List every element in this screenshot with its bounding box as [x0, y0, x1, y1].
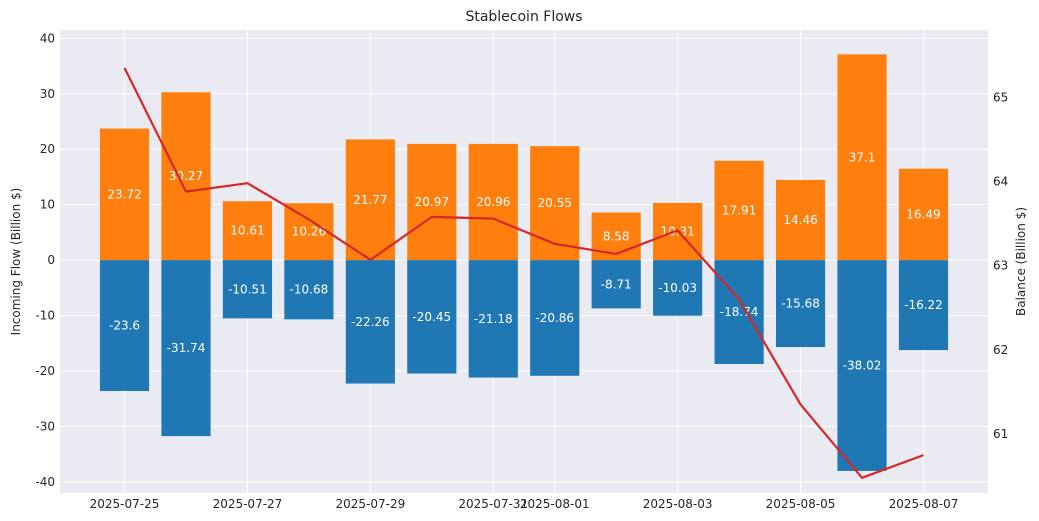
- x-tick-label: 2025-07-27: [213, 497, 283, 511]
- y2-axis-label: Balance (Billion $): [1014, 207, 1028, 316]
- inflow-bar: [837, 54, 887, 261]
- y2-tick-label: 63: [993, 259, 1008, 273]
- bar-value-label: 8.58: [603, 229, 630, 243]
- bar-value-label: 16.49: [906, 207, 940, 221]
- outflow-bar: [653, 260, 703, 316]
- outflow-bar: [99, 260, 150, 391]
- y-tick-label: 20: [40, 142, 55, 156]
- outflow-bar: [837, 260, 887, 471]
- x-tick-label: 2025-08-07: [889, 497, 959, 511]
- x-tick-label: 2025-08-03: [643, 497, 713, 511]
- plot-area: [60, 30, 988, 493]
- outflow-bar: [468, 260, 518, 378]
- outflow-bar: [161, 260, 211, 437]
- chart-title: Stablecoin Flows: [465, 9, 582, 25]
- bar-value-label: -18.74: [720, 305, 759, 319]
- y-tick-label: 10: [40, 198, 55, 212]
- y2-tick-label: 61: [993, 427, 1008, 441]
- right-axis-ticks: 65 64 63 62 61: [993, 90, 1008, 441]
- bar-value-label: 10.61: [230, 224, 264, 238]
- bar-value-label: -22.26: [351, 315, 390, 329]
- bar-value-label: -38.02: [843, 359, 882, 373]
- bar-value-label: 10.26: [292, 225, 326, 239]
- bar-value-label: -16.22: [904, 298, 943, 312]
- bar-value-label: -23.6: [109, 319, 140, 333]
- outflow-bar: [898, 260, 949, 351]
- bar-value-label: -31.74: [167, 341, 206, 355]
- bar-value-label: -15.68: [781, 297, 820, 311]
- inflow-bar: [714, 160, 764, 261]
- y-tick-label: -30: [35, 419, 55, 433]
- x-tick-label: 2025-07-31: [458, 497, 528, 511]
- bar-value-label: 30.27: [169, 169, 203, 183]
- inflow-bar: [407, 143, 457, 261]
- balance-line: [123, 67, 924, 479]
- y-tick-label: -20: [35, 364, 55, 378]
- inflow-bar: [468, 143, 518, 261]
- x-tick-label: 2025-07-25: [90, 497, 160, 511]
- inflow-bar: [530, 146, 580, 261]
- x-tick-label: 2025-08-01: [520, 497, 590, 511]
- inflow-bar: [222, 201, 273, 261]
- y-tick-label: 30: [40, 87, 55, 101]
- y-tick-label: -10: [35, 309, 55, 323]
- bar-value-label: 14.46: [783, 213, 817, 227]
- outflow-bar: [775, 260, 826, 348]
- left-axis-ticks: 40 30 20 10 0 -10 -20 -30 -40: [35, 31, 55, 489]
- bar-value-label: -20.45: [412, 310, 451, 324]
- x-axis-ticks: 2025-07-25 2025-07-27 2025-07-29 2025-07-31…: [90, 497, 959, 511]
- inflow-bar: [345, 139, 395, 261]
- inflow-bar: [775, 179, 826, 261]
- bar-value-label: 17.91: [722, 203, 756, 217]
- outflow-bar: [345, 260, 395, 384]
- inflow-bar: [161, 92, 211, 261]
- bar-value-label: 20.55: [538, 196, 572, 210]
- y2-tick-label: 65: [993, 90, 1008, 104]
- y-tick-label: 40: [40, 31, 55, 45]
- outflow-bar: [222, 260, 273, 319]
- x-tick-label: 2025-07-29: [335, 497, 405, 511]
- y2-tick-label: 64: [993, 175, 1008, 189]
- bar-value-label: -20.86: [535, 311, 574, 325]
- bar-value-label: -10.51: [228, 282, 267, 296]
- outflow-bar: [591, 260, 641, 309]
- bar-value-label: -10.03: [658, 281, 697, 295]
- outflow-bar: [284, 260, 334, 320]
- y-axis-label: Incoming Flow (Billion $): [9, 188, 23, 336]
- bar-value-label: 37.1: [849, 150, 876, 164]
- inflow-bar: [284, 203, 334, 261]
- outflow-bar: [714, 260, 764, 365]
- y2-tick-label: 62: [993, 343, 1008, 357]
- bar-value-label: 21.77: [353, 193, 387, 207]
- inflow-bar: [898, 168, 949, 261]
- x-tick-label: 2025-08-05: [766, 497, 836, 511]
- bar-value-label: 23.72: [107, 187, 141, 201]
- bar-value-label: -8.71: [601, 277, 632, 291]
- bar-value-label: 20.96: [476, 195, 510, 209]
- bar-value-label: -21.18: [474, 312, 513, 326]
- outflow-bar: [530, 260, 580, 376]
- bar-value-label: 20.97: [415, 195, 449, 209]
- bar-value-label: -10.68: [290, 283, 329, 297]
- bars: [99, 54, 949, 471]
- balance-series-line: [123, 67, 924, 479]
- y-tick-label: 0: [47, 253, 55, 267]
- outflow-bar: [407, 260, 457, 374]
- y-tick-label: -40: [35, 475, 55, 489]
- inflow-bar: [99, 128, 150, 261]
